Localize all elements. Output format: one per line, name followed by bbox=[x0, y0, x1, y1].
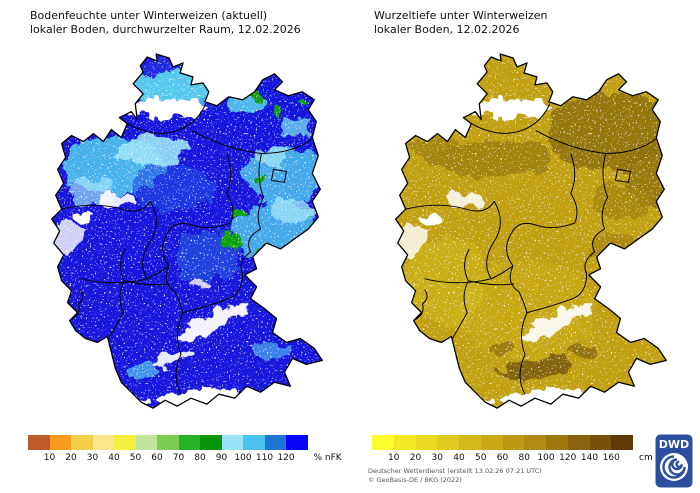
legend-unit-label: cm bbox=[639, 453, 653, 463]
root-depth-map-germany bbox=[395, 53, 667, 409]
legend-tick-label: 60 bbox=[151, 453, 163, 463]
legend-tick-label: 40 bbox=[453, 453, 465, 463]
right-map-title: Wurzeltiefe unter Winterweizen lokaler B… bbox=[374, 9, 548, 37]
legend-tick-label: 80 bbox=[194, 453, 206, 463]
legend-tick-label: 40 bbox=[108, 453, 120, 463]
dwd-logo-text: DWD bbox=[659, 438, 689, 451]
legend-swatch bbox=[567, 435, 590, 450]
legend-swatch bbox=[393, 435, 416, 450]
soil-moisture-raster bbox=[51, 53, 323, 409]
legend-swatch bbox=[502, 435, 525, 450]
legend-tick-label: 140 bbox=[580, 453, 599, 463]
legend-swatch bbox=[135, 435, 157, 450]
legend-tick-label: 120 bbox=[559, 453, 577, 463]
legend-tick-label: 110 bbox=[255, 453, 274, 463]
legend-tick-label: 100 bbox=[234, 453, 252, 463]
legend-tick-label: 100 bbox=[537, 453, 555, 463]
right-map-title-line1: Wurzeltiefe unter Winterweizen bbox=[374, 9, 548, 22]
legend-swatch bbox=[611, 435, 633, 450]
legend-tick-label: 20 bbox=[65, 453, 77, 463]
legend-swatch bbox=[200, 435, 222, 450]
soil-moisture-map-germany bbox=[51, 53, 323, 409]
legend-colorbar bbox=[372, 435, 683, 450]
legend-swatch bbox=[480, 435, 503, 450]
legend-tick-label: 10 bbox=[43, 453, 56, 463]
legend-tick-label: 80 bbox=[518, 453, 530, 463]
legend-tick-label: 70 bbox=[172, 453, 185, 463]
legend-tick-label: 50 bbox=[129, 453, 142, 463]
legend-swatch bbox=[92, 435, 114, 450]
legend-swatch bbox=[157, 435, 179, 450]
legend-swatch bbox=[524, 435, 546, 450]
legend-swatch bbox=[589, 435, 612, 450]
legend-swatch bbox=[264, 435, 286, 450]
legend-tick-label: 20 bbox=[409, 453, 422, 463]
legend-swatch bbox=[372, 435, 394, 450]
legend-tick-label: 50 bbox=[475, 453, 487, 463]
legend-tick-label: 160 bbox=[602, 453, 620, 463]
left-map-title-line1: Bodenfeuchte unter Winterweizen (aktuell… bbox=[30, 9, 268, 22]
legend-swatch bbox=[221, 435, 243, 450]
legend-swatch bbox=[437, 435, 459, 450]
cyclone-spiral-icon bbox=[662, 455, 686, 479]
attribution-line2: © GeoBasis-DE / BKG (2022) bbox=[368, 475, 462, 484]
legend-tick-label: 120 bbox=[277, 453, 295, 463]
attribution-line1: Deutscher Wetterdienst (erstellt 13.02.2… bbox=[368, 467, 542, 475]
legend-tick-label: 30 bbox=[431, 453, 443, 463]
legend-colorbar bbox=[28, 435, 358, 450]
legend-swatch bbox=[415, 435, 438, 450]
root-depth-raster bbox=[395, 53, 667, 409]
legend-swatch bbox=[459, 435, 481, 450]
legend-swatch bbox=[546, 435, 568, 450]
legend-tick-label: 90 bbox=[215, 453, 228, 463]
attribution: Deutscher Wetterdienst (erstellt 13.02.2… bbox=[368, 467, 542, 484]
left-map-title: Bodenfeuchte unter Winterweizen (aktuell… bbox=[30, 9, 301, 37]
legend-tick-label: 30 bbox=[86, 453, 99, 463]
legend-swatch bbox=[286, 435, 308, 450]
legend-unit-label: % nFK bbox=[313, 453, 342, 463]
legend-tick-label: 10 bbox=[388, 453, 400, 463]
legend-left: 10 20 30 40 50 60 70 80 90 100 110 120 % nFK bbox=[28, 435, 358, 464]
legend-right: 10 20 30 40 50 60 80 100 120 140 160 cm bbox=[372, 435, 683, 464]
right-map-title-line2: lokaler Boden, 12.02.2026 bbox=[374, 23, 520, 36]
legend-swatch bbox=[243, 435, 265, 450]
legend-tick-label: 60 bbox=[496, 453, 509, 463]
legend-ticks: 10 20 30 40 50 60 80 100 120 140 160 cm bbox=[372, 450, 683, 464]
legend-swatch bbox=[114, 435, 136, 450]
legend-swatch bbox=[28, 435, 50, 450]
left-map-title-line2: lokaler Boden, durchwurzelter Raum, 12.0… bbox=[30, 23, 301, 36]
legend-swatch bbox=[49, 435, 71, 450]
legend-swatch bbox=[71, 435, 93, 450]
legend-swatch bbox=[178, 435, 200, 450]
dwd-logo: DWD bbox=[655, 434, 693, 488]
legend-ticks: 10 20 30 40 50 60 70 80 90 100 110 120 % nFK bbox=[28, 450, 358, 464]
